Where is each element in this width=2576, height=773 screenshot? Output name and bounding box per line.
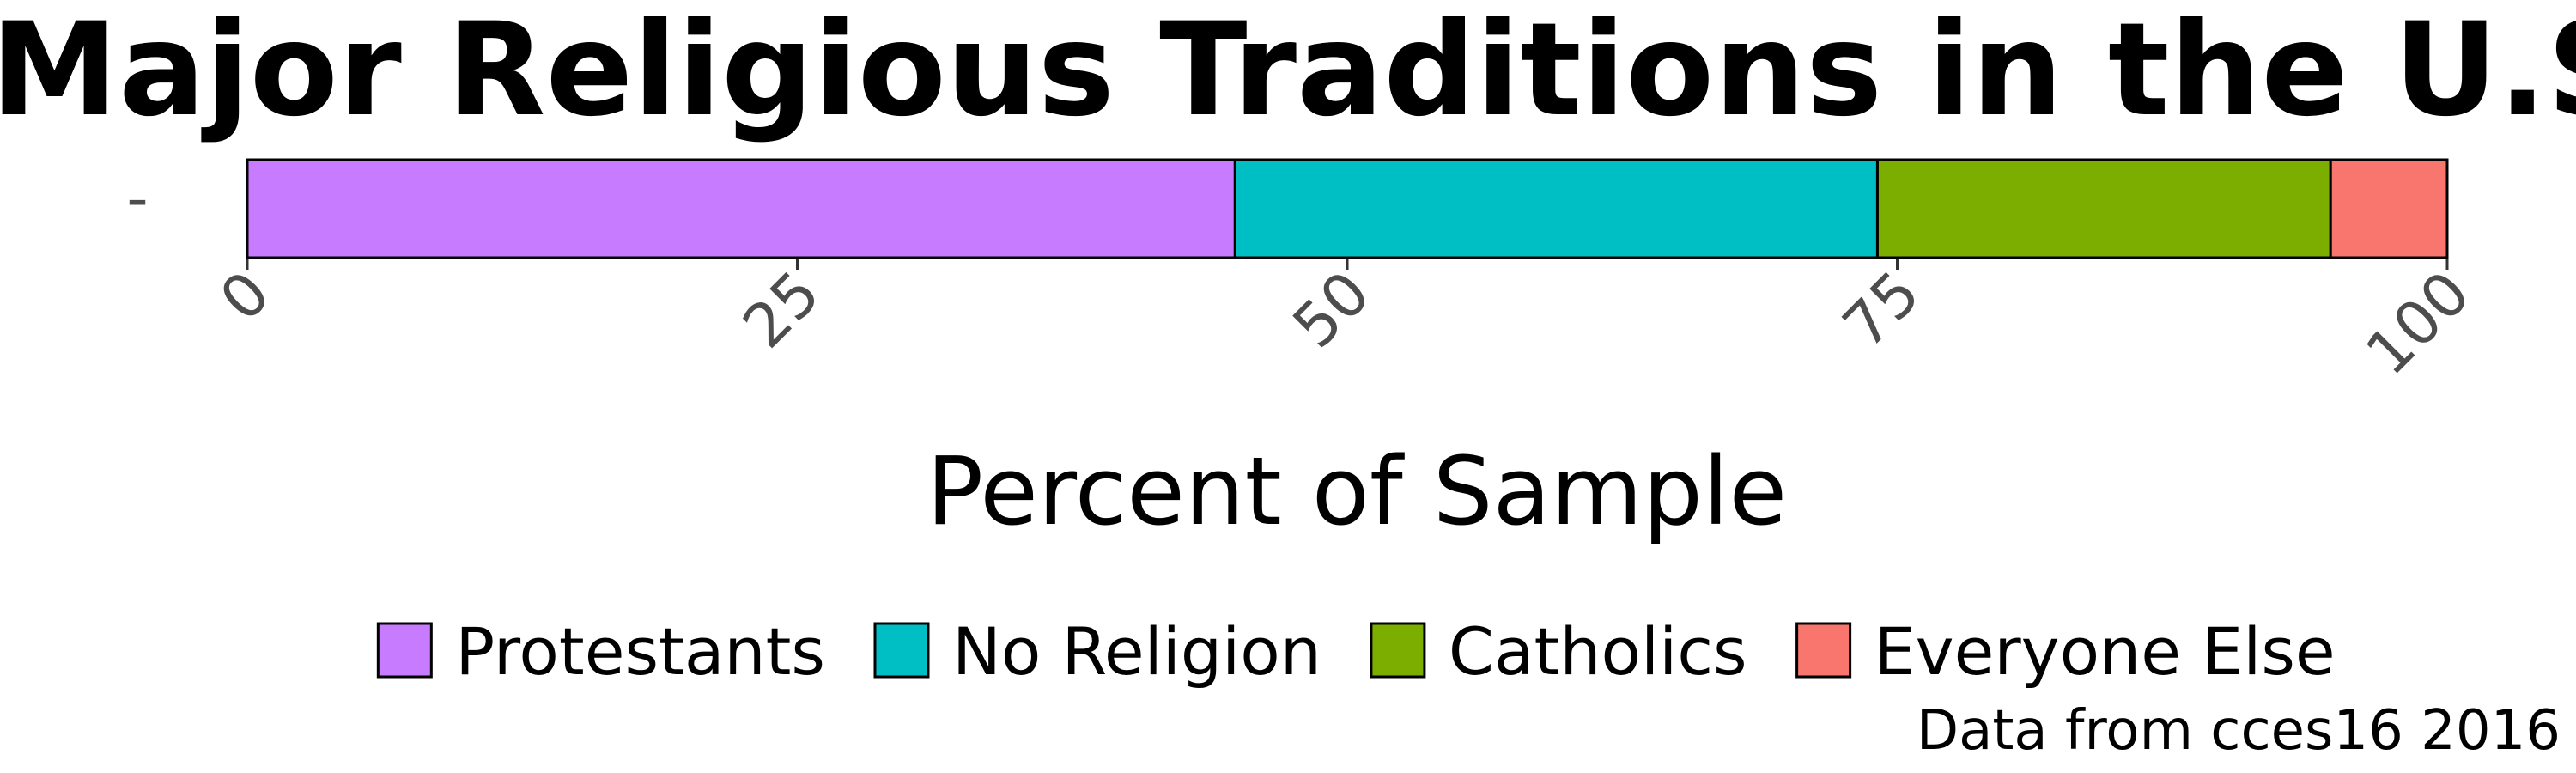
legend-label-no-religion: No Religion (952, 613, 1321, 690)
bar-everyone-else (2329, 158, 2449, 259)
caption: Data from cces16 2016 (1917, 699, 2561, 763)
legend-key-catholics (1370, 622, 1426, 679)
x-tick-label: 100 (2353, 258, 2483, 388)
x-tick-label: 0 (207, 258, 283, 334)
legend: Protestants No Religion Catholics Everyone … (376, 613, 2336, 690)
legend-key-protestants (376, 622, 433, 679)
x-axis: 0 25 50 75 100 (207, 258, 2483, 388)
x-tick-label: 25 (730, 258, 834, 362)
bar-catholics (1875, 158, 2332, 259)
y-tick-label: - (126, 163, 148, 234)
bar-no-religion (1233, 158, 1879, 259)
bar-protestants (246, 158, 1236, 259)
legend-label-everyone-else: Everyone Else (1874, 613, 2336, 690)
bars (246, 158, 2449, 259)
legend-label-catholics: Catholics (1449, 613, 1747, 690)
legend-key-no-religion (873, 622, 930, 679)
x-tick-label: 50 (1279, 258, 1383, 362)
legend-label-protestants: Protestants (455, 613, 825, 690)
legend-key-everyone-else (1795, 622, 1852, 679)
x-tick-label: 75 (1830, 258, 1934, 362)
x-axis-title: Percent of Sample (927, 436, 1787, 546)
chart-title: Major Religious Traditions in the U.S. (0, 0, 2576, 145)
